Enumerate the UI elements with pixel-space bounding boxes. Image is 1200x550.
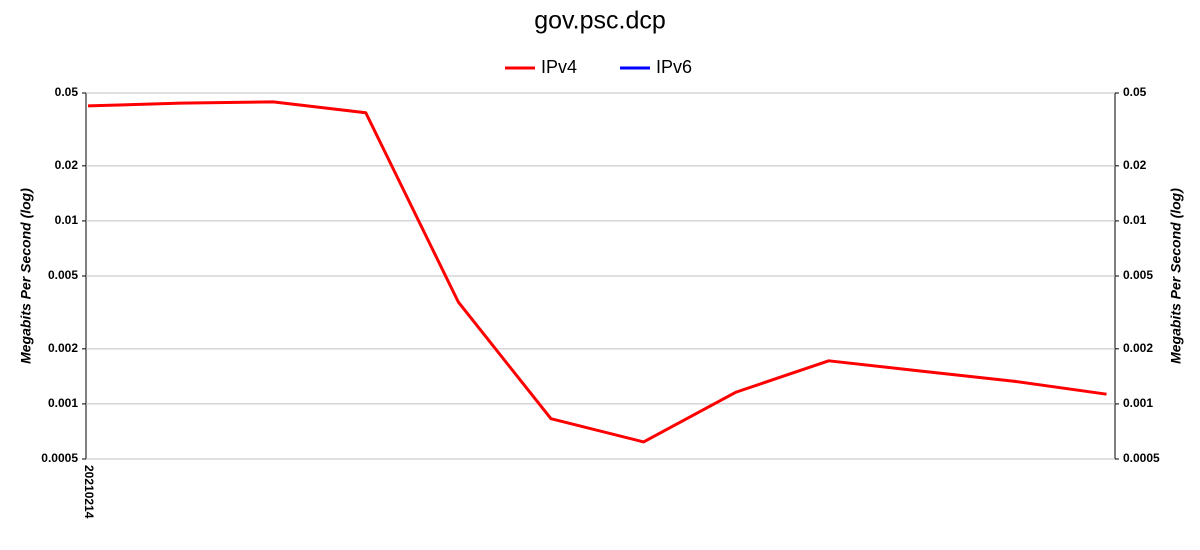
y-tick-label: 0.0005 bbox=[41, 451, 78, 465]
y-axis-label: Megabits Per Second (log) bbox=[18, 188, 34, 364]
y-tick-label: 0.005 bbox=[48, 268, 78, 282]
y2-tick-label: 0.005 bbox=[1123, 268, 1153, 282]
y2-tick-label: 0.05 bbox=[1123, 85, 1147, 99]
y-tick-label: 0.001 bbox=[48, 396, 78, 410]
x-tick-label: 20210214 bbox=[82, 465, 96, 519]
y-tick-label: 0.01 bbox=[55, 213, 79, 227]
data-line bbox=[87, 100, 1107, 444]
y-tick-label: 0.002 bbox=[48, 341, 78, 355]
legend-label: IPv6 bbox=[656, 57, 692, 77]
y2-axis-label: Megabits Per Second (log) bbox=[1168, 188, 1184, 364]
y2-tick-label: 0.0005 bbox=[1123, 451, 1160, 465]
y-tick-label: 0.05 bbox=[55, 85, 79, 99]
y2-tick-label: 0.02 bbox=[1123, 158, 1147, 172]
y-tick-label: 0.02 bbox=[55, 158, 79, 172]
y2-tick-label: 0.002 bbox=[1123, 341, 1153, 355]
y2-tick-label: 0.01 bbox=[1123, 213, 1147, 227]
chart-title: gov.psc.dcp bbox=[534, 7, 666, 35]
legend-label: IPv4 bbox=[541, 57, 577, 77]
y2-tick-label: 0.001 bbox=[1123, 396, 1153, 410]
